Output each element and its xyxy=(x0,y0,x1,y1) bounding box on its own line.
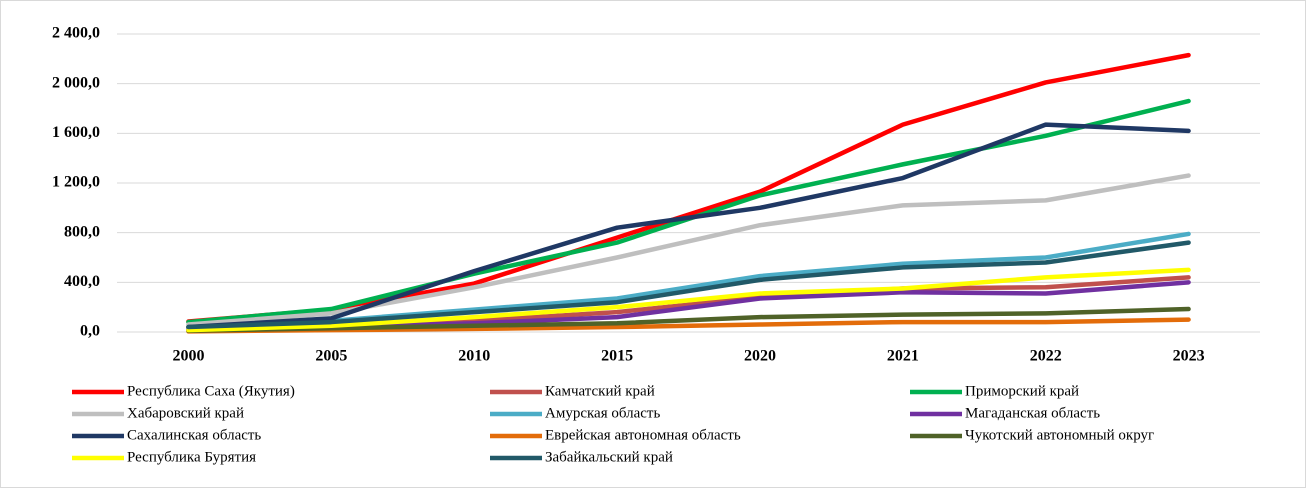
legend-label: Приморский край xyxy=(965,383,1079,399)
x-tick-label: 2022 xyxy=(1030,348,1062,365)
x-tick-label: 2015 xyxy=(601,348,633,365)
legend-label: Магаданская область xyxy=(965,405,1100,421)
series-line xyxy=(186,122,1191,330)
legend-label: Республика Саха (Якутия) xyxy=(127,383,295,399)
legend-label: Сахалинская область xyxy=(127,427,261,443)
y-tick-label: 2 000,0 xyxy=(52,74,100,91)
y-tick-label: 400,0 xyxy=(64,273,100,290)
y-tick-label: 800,0 xyxy=(64,223,100,240)
x-tick-label: 2000 xyxy=(172,348,204,365)
x-tick-label: 2021 xyxy=(887,348,919,365)
series-line xyxy=(186,240,1191,330)
legend-label: Республика Бурятия xyxy=(127,449,256,465)
x-tick-label: 2023 xyxy=(1173,348,1205,365)
y-tick-label: 0,0 xyxy=(80,323,100,340)
legend-label: Амурская область xyxy=(545,405,660,421)
legend-label: Чукотский автономный округ xyxy=(965,427,1154,443)
legend-label: Еврейская автономная область xyxy=(545,427,741,443)
x-tick-label: 2005 xyxy=(315,348,347,365)
y-tick-label: 2 400,0 xyxy=(52,25,100,42)
x-tick-label: 2010 xyxy=(458,348,490,365)
y-tick-label: 1 600,0 xyxy=(52,124,100,141)
legend-label: Камчатский край xyxy=(545,383,655,399)
legend-label: Хабаровский край xyxy=(127,405,244,421)
legend-label: Забайкальский край xyxy=(545,449,673,465)
series-line xyxy=(186,267,1191,333)
y-tick-label: 1 200,0 xyxy=(52,174,100,191)
x-tick-label: 2020 xyxy=(744,348,776,365)
series-line xyxy=(186,306,1191,334)
